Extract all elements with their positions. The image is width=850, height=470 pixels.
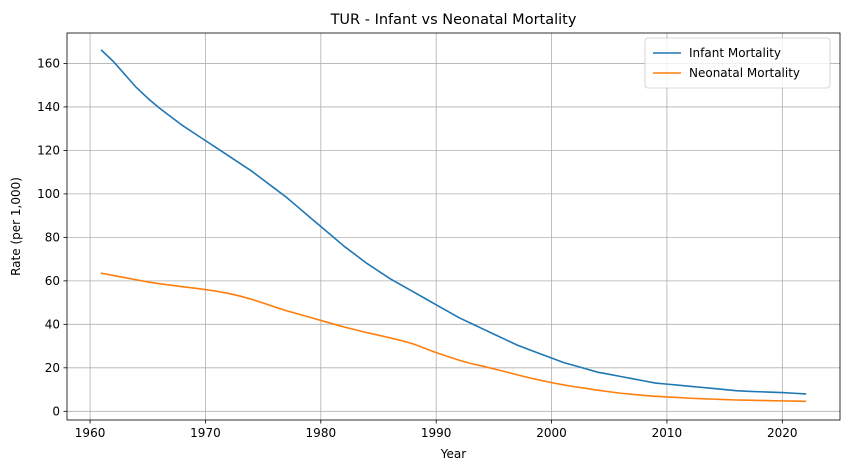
chart-title: TUR - Infant vs Neonatal Mortality xyxy=(330,12,577,28)
y-tick-label: 40 xyxy=(45,317,60,331)
y-tick-label: 60 xyxy=(45,274,60,288)
y-tick-label: 0 xyxy=(52,404,60,418)
x-tick-label: 2000 xyxy=(536,426,567,440)
y-tick-label: 80 xyxy=(45,230,60,244)
legend-box xyxy=(644,37,831,89)
x-tick-label: 2010 xyxy=(652,426,683,440)
legend-label: Neonatal Mortality xyxy=(689,66,800,80)
x-tick-label: 1990 xyxy=(421,426,452,440)
grid xyxy=(67,33,840,420)
plot-frame xyxy=(66,32,841,421)
series-line-neonatal-mortality xyxy=(100,272,807,403)
x-tick-label: 1960 xyxy=(75,426,106,440)
legend: Infant Mortality Neonatal Mortality xyxy=(644,37,831,89)
y-tick-label: 100 xyxy=(37,187,60,201)
y-tick-label: 140 xyxy=(37,100,60,114)
y-tick-label: 160 xyxy=(37,56,60,70)
x-tick-label: 1980 xyxy=(306,426,337,440)
legend-label: Infant Mortality xyxy=(689,46,781,60)
series-line-infant-mortality xyxy=(100,49,807,395)
y-axis-label: Rate (per 1,000) xyxy=(9,177,23,276)
y-tick-label: 120 xyxy=(37,143,60,157)
ticks: 1960 1970 1980 1990 2000 2010 2020 0 20 40 60 80 100… xyxy=(37,56,797,440)
y-tick-label: 20 xyxy=(45,361,60,375)
x-tick-label: 1970 xyxy=(190,426,221,440)
x-axis-label: Year xyxy=(440,447,466,461)
x-tick-label: 2020 xyxy=(767,426,798,440)
series-lines xyxy=(100,49,807,403)
